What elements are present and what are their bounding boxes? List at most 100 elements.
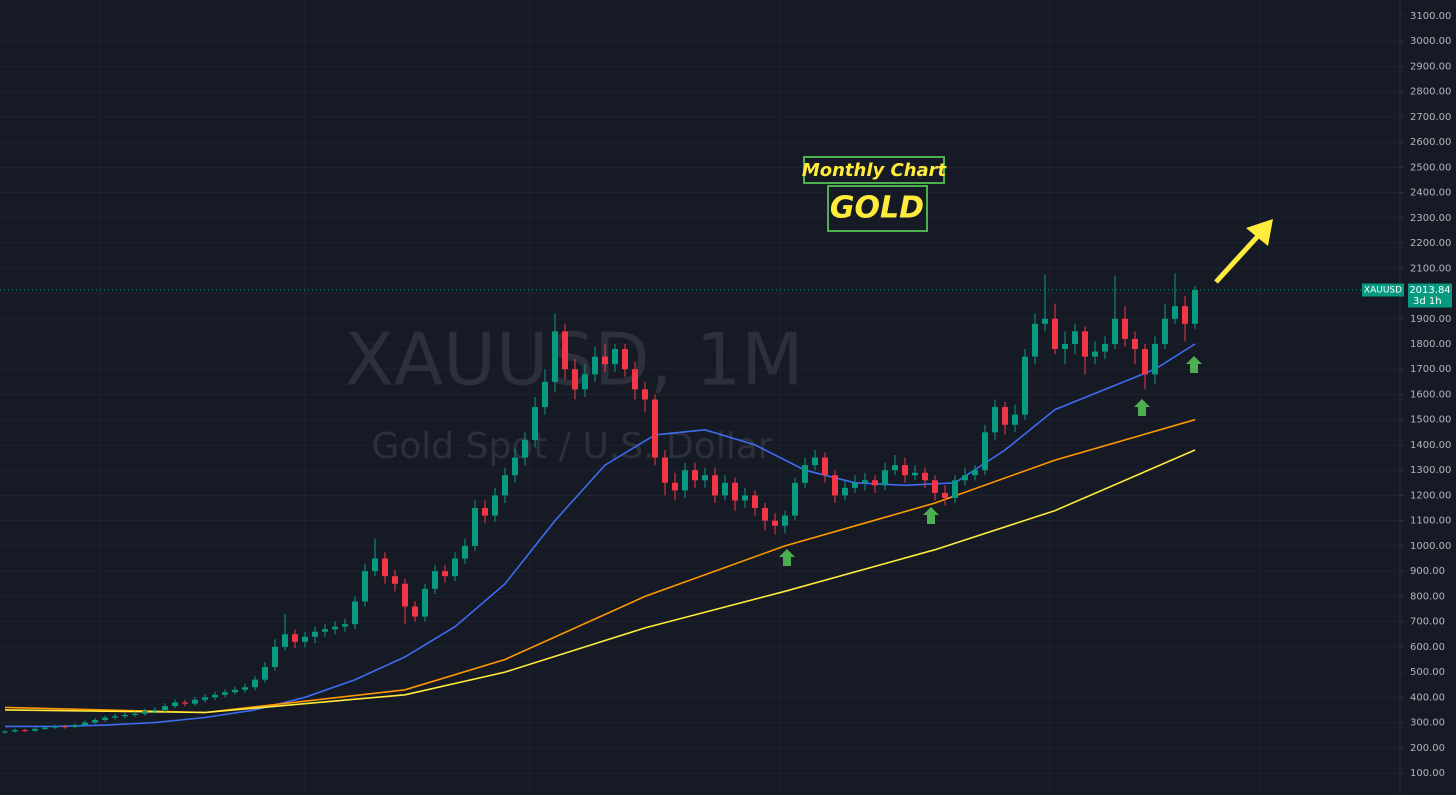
candle-body	[262, 667, 268, 680]
arrow-head	[1246, 219, 1273, 246]
candle-body	[132, 713, 138, 715]
candle-body	[742, 495, 748, 501]
candle-body	[12, 730, 18, 732]
candle-body	[222, 692, 228, 695]
candle	[632, 361, 638, 400]
candle	[892, 455, 898, 476]
candle-body	[412, 606, 418, 617]
candle	[162, 703, 168, 713]
candle-body	[392, 576, 398, 584]
candle-body	[992, 407, 998, 433]
candle	[1022, 349, 1028, 420]
time-grid	[99, 0, 1261, 795]
candle	[482, 500, 488, 524]
candle	[322, 624, 328, 637]
candle	[242, 683, 248, 693]
candle-body	[1122, 318, 1128, 339]
candle	[252, 675, 258, 691]
candle	[512, 448, 518, 483]
candle-body	[192, 699, 198, 704]
candle-body	[112, 716, 118, 718]
candle	[792, 477, 798, 521]
watermark-subtitle: Gold Spot / U.S. Dollar	[371, 426, 772, 467]
candle-body	[602, 356, 608, 365]
candle	[1172, 273, 1178, 324]
moving-average	[5, 343, 1196, 728]
candle	[912, 465, 918, 481]
y-tick-label: 1400.00	[1410, 440, 1451, 451]
candle-body	[772, 520, 778, 526]
candle-body	[832, 475, 838, 496]
candle-body	[592, 356, 598, 375]
candle-body	[332, 626, 338, 630]
candle-body	[102, 717, 108, 721]
candle	[552, 313, 558, 392]
candle	[532, 396, 538, 448]
candle-body	[92, 720, 98, 723]
candle-body	[732, 482, 738, 501]
candle-body	[972, 470, 978, 476]
y-tick-label: 1300.00	[1410, 465, 1451, 476]
candle	[522, 432, 528, 466]
candle	[442, 564, 448, 583]
y-tick-label: 1700.00	[1410, 364, 1451, 375]
candle	[1102, 336, 1108, 360]
candle-body	[892, 465, 898, 471]
candle-body	[372, 558, 378, 572]
candle-body	[1012, 414, 1018, 425]
candle-body	[402, 583, 408, 607]
candle	[472, 500, 478, 551]
target-arrow	[1214, 219, 1273, 284]
candle	[592, 346, 598, 382]
candle-body	[552, 331, 558, 382]
candle	[722, 475, 728, 501]
candle	[1112, 275, 1118, 350]
candle	[1032, 313, 1038, 365]
candle-body	[1152, 343, 1158, 375]
candle-body	[312, 631, 318, 637]
candle	[372, 538, 378, 577]
y-tick-label: 2600.00	[1410, 137, 1451, 148]
candle-body	[1002, 407, 1008, 425]
candle	[462, 538, 468, 564]
candle-body	[362, 571, 368, 602]
y-tick-label: 2100.00	[1410, 263, 1451, 274]
candle-body	[2, 731, 8, 733]
candle	[652, 394, 658, 466]
arrow	[1186, 356, 1202, 373]
candle	[62, 724, 68, 729]
candle-body	[612, 349, 618, 365]
candle	[292, 629, 298, 649]
candle	[1072, 323, 1078, 355]
candle	[692, 462, 698, 488]
candle	[362, 563, 368, 607]
candle	[1132, 331, 1138, 365]
candle	[352, 596, 358, 630]
candle	[332, 621, 338, 635]
candle	[202, 694, 208, 703]
candle	[92, 718, 98, 725]
candle-body	[1112, 318, 1118, 344]
candle-body	[342, 624, 348, 627]
candle	[702, 467, 708, 488]
candle-body	[72, 725, 78, 727]
candle-body	[452, 558, 458, 577]
y-tick-label: 2400.00	[1410, 188, 1451, 199]
candle-body	[532, 407, 538, 440]
candle-body	[932, 480, 938, 493]
candle	[1122, 306, 1128, 347]
candle-body	[22, 730, 28, 732]
candle-body	[232, 689, 238, 693]
candle	[312, 626, 318, 644]
y-tick-label: 3000.00	[1410, 36, 1451, 47]
y-tick-label: 400.00	[1410, 692, 1445, 703]
candle	[572, 359, 578, 400]
annotation: Monthly Chart	[802, 160, 948, 181]
y-tick-label: 500.00	[1410, 667, 1445, 678]
candle-body	[842, 487, 848, 496]
candle	[122, 712, 128, 719]
candle-body	[762, 508, 768, 521]
candle-body	[782, 515, 788, 526]
candle-body	[1102, 343, 1108, 352]
